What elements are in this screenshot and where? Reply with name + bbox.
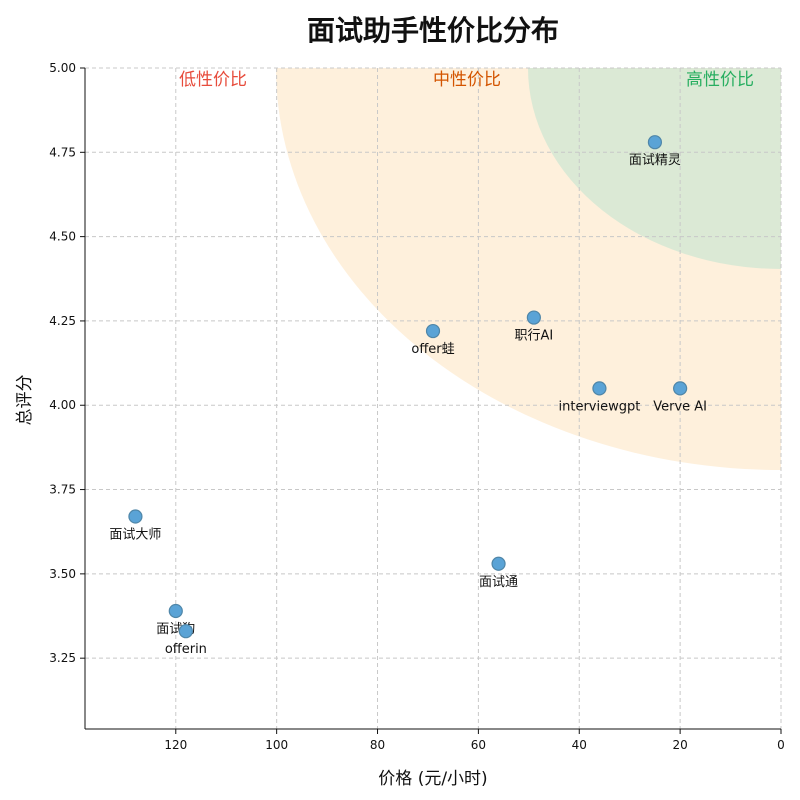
data-point-label: 面试通 <box>479 575 518 590</box>
data-point <box>592 381 607 396</box>
data-point <box>647 135 663 150</box>
grid-lines <box>85 67 782 729</box>
data-point <box>128 509 143 524</box>
zone-backgrounds <box>276 68 781 470</box>
y-axis-label: 总评分 <box>15 375 35 426</box>
data-point <box>491 556 506 571</box>
y-tick-label: 4.25 <box>49 314 76 328</box>
data-point-label: 面试大师 <box>109 528 161 543</box>
x-tick-label: 0 <box>777 738 785 752</box>
zone-label: 高性价比 <box>686 70 754 90</box>
zone-labels: 低性价比 中性价比 高性价比 <box>179 70 754 90</box>
x-axis-label: 价格 (元/小时) <box>378 769 487 789</box>
x-tick-label: 120 <box>164 738 187 752</box>
data-point <box>168 603 183 619</box>
data-point <box>425 323 441 339</box>
zone-high <box>528 68 781 269</box>
data-point <box>673 381 688 396</box>
x-tick-label: 20 <box>672 738 687 752</box>
y-tick-label: 4.50 <box>49 230 76 244</box>
x-tick-label: 80 <box>370 738 385 752</box>
tick-labels: 120 100 80 60 40 20 0 3.25 3.50 3.75 4.00 4.25 4.50 4… <box>49 61 785 752</box>
data-point <box>178 624 193 639</box>
x-tick-label: 40 <box>572 738 587 752</box>
y-tick-label: 3.25 <box>49 651 76 665</box>
data-point-label: 职行AI <box>515 329 554 344</box>
y-tick-label: 4.00 <box>49 398 76 412</box>
y-tick-label: 3.75 <box>49 483 76 497</box>
y-tick-label: 4.75 <box>49 145 76 159</box>
data-point-label: Verve AI <box>653 399 707 414</box>
x-tick-label: 60 <box>471 738 486 752</box>
data-point-label: offer蛙 <box>411 342 454 357</box>
zone-label: 低性价比 <box>179 70 247 90</box>
x-tick-label: 100 <box>265 738 288 752</box>
data-point-label: 面试精灵 <box>629 153 681 168</box>
chart-title: 面试助手性价比分布 <box>307 14 559 47</box>
zone-label: 中性价比 <box>433 70 501 90</box>
y-tick-label: 5.00 <box>49 61 76 75</box>
data-point-label: offerin <box>165 642 207 657</box>
data-point-label: interviewgpt <box>559 399 641 414</box>
axes <box>84 68 781 730</box>
y-tick-label: 3.50 <box>49 567 76 581</box>
data-point <box>526 310 541 325</box>
